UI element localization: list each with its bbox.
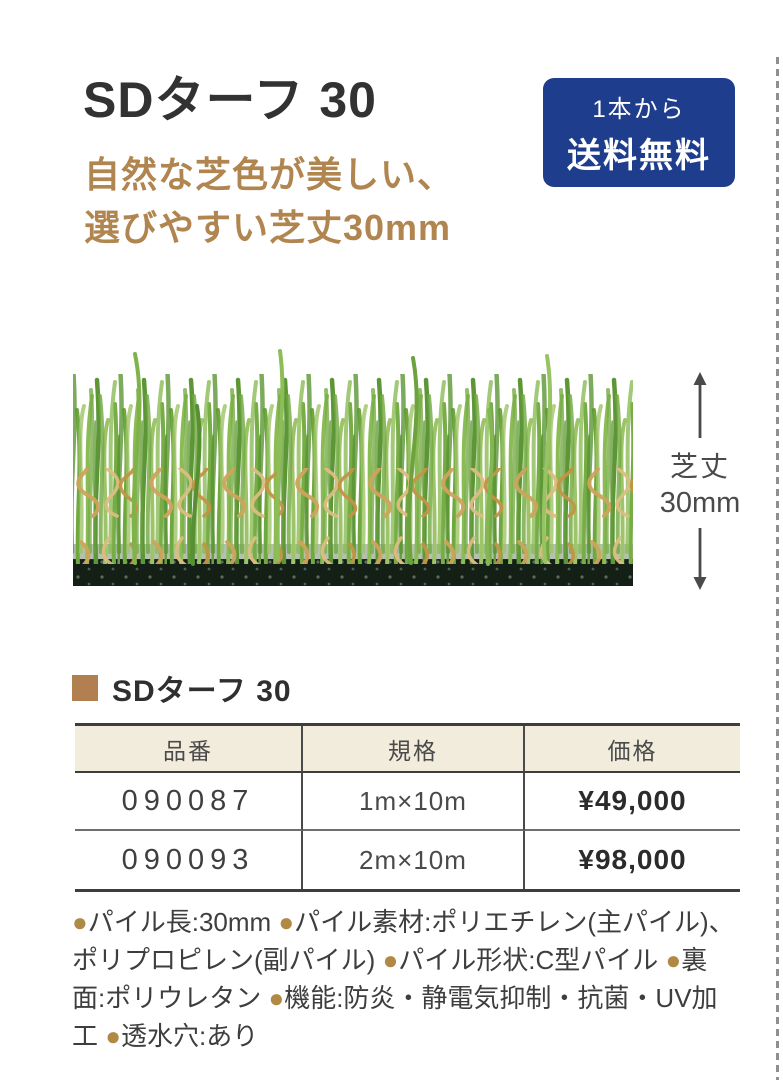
pile-height-annotation: 芝丈 30mm: [659, 372, 741, 590]
bullet-icon: ●: [105, 1021, 121, 1051]
table-cell-item-number: 090093: [75, 831, 303, 889]
product-photo: [73, 348, 657, 590]
table-cell-price: ¥98,000: [578, 844, 687, 875]
badge-line2: 送料無料: [567, 136, 711, 175]
spec-item: ●パイル形状:C型パイル: [383, 945, 659, 975]
table-header-item-number: 品番: [75, 726, 303, 773]
spec-text: 透水穴:あり: [120, 1021, 259, 1051]
product-subtitle: 自然な芝色が美しい、 選びやすい芝丈30mm: [84, 148, 454, 254]
table-header-price: 価格: [525, 726, 740, 773]
bullet-icon: ●: [665, 945, 682, 975]
spec-item: ●機能:防炎・静電気抑制・抗菌・UV加工: [72, 983, 718, 1051]
section-marker-icon: [72, 675, 98, 701]
spec-item: ●裏面:ポリウレタン: [72, 945, 707, 1013]
table-cell-spec: 2m×10m: [303, 831, 525, 889]
badge-line1: 1本から: [592, 95, 686, 123]
spec-text: パイル長:30mm: [87, 907, 272, 937]
arrow-down-icon: [693, 528, 707, 590]
bullet-icon: ●: [268, 983, 285, 1013]
subtitle-line2: 選びやすい芝丈30mm: [84, 207, 452, 248]
section-title: SDターフ 30: [112, 675, 292, 708]
spec-item: ●パイル長:30mm: [72, 907, 271, 937]
table-cell-item-number: 090087: [75, 773, 303, 831]
spec-item: ●パイル素材:ポリエチレン(主パイル)、ポリプロピレン(副パイル): [72, 907, 735, 975]
table-cell-spec: 1m×10m: [303, 773, 525, 831]
cut-line: [776, 57, 779, 1080]
bullet-icon: ●: [72, 907, 88, 937]
price-table: 品番 規格 価格 090087 1m×10m ¥49,000 090093 2m…: [75, 723, 740, 892]
section-heading: SDターフ 30: [72, 666, 292, 710]
spec-notes: ●パイル長:30mm ●パイル素材:ポリエチレン(主パイル)、ポリプロピレン(副…: [72, 903, 740, 1055]
spec-item: ●透水穴:あり: [105, 1021, 258, 1051]
bullet-icon: ●: [382, 945, 399, 975]
spec-text: 裏面:ポリウレタン: [72, 945, 708, 1013]
page-title: SDターフ 30: [83, 72, 377, 128]
spec-text: パイル形状:C型パイル: [398, 945, 659, 975]
table-header-spec: 規格: [303, 726, 525, 773]
bullet-icon: ●: [278, 907, 295, 937]
spec-text: 機能:防炎・静電気抑制・抗菌・UV加工: [72, 983, 718, 1051]
grass-illustration: [73, 349, 657, 586]
table-cell-price: ¥49,000: [525, 773, 740, 831]
spec-text: パイル素材:ポリエチレン(主パイル)、ポリプロピレン(副パイル): [72, 907, 735, 975]
pile-height-label: 芝丈: [669, 451, 730, 482]
arrow-up-icon: [693, 372, 707, 438]
subtitle-line1: 自然な芝色が美しい、: [84, 154, 455, 195]
pile-height-value: 30mm: [659, 487, 741, 519]
free-shipping-badge: 1本から 送料無料: [543, 78, 735, 187]
